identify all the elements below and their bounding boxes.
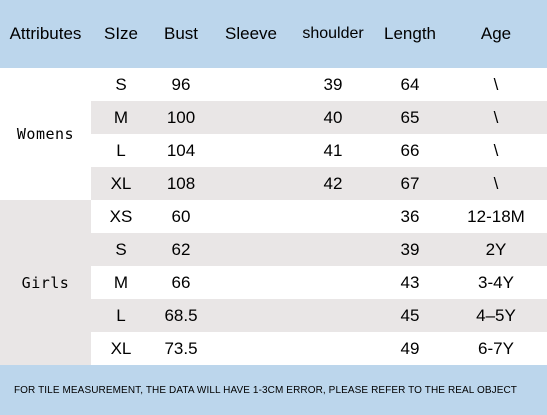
cell-length: 39 <box>400 239 420 259</box>
table-row: S 96 39 64 \ <box>91 68 547 101</box>
cell-length: 49 <box>400 338 420 358</box>
cell-shoulder: 39 <box>323 74 343 94</box>
cell-shoulder: 41 <box>323 140 343 160</box>
cell-shoulder <box>291 266 375 299</box>
cell-bust: 68.5 <box>164 305 198 325</box>
cell-age: 6-7Y <box>478 338 514 358</box>
cell-shoulder <box>291 332 375 365</box>
footer-note: FOR TILE MEASUREMENT, THE DATA WILL HAVE… <box>0 365 547 415</box>
cell-bust: 66 <box>171 272 191 292</box>
cell-age: 3-4Y <box>478 272 514 292</box>
cell-sleeve <box>211 200 291 233</box>
cell-age: \ <box>493 173 499 193</box>
header-bust: Bust <box>163 24 199 43</box>
footer-note-text: FOR TILE MEASUREMENT, THE DATA WILL HAVE… <box>13 384 518 396</box>
cell-age: 4–5Y <box>476 305 516 325</box>
table-row: L 68.5 45 4–5Y <box>91 299 547 332</box>
cell-shoulder: 40 <box>323 107 343 127</box>
cell-age: 12-18M <box>467 206 525 226</box>
header-age: Age <box>480 24 512 43</box>
cell-bust: 100 <box>166 107 196 127</box>
header-shoulder: shoulder <box>302 25 364 42</box>
group-label-womens: Womens <box>16 125 75 143</box>
cell-size: S <box>115 239 127 259</box>
cell-length: 65 <box>400 107 420 127</box>
cell-size: XL <box>110 173 132 193</box>
cell-sleeve <box>211 68 291 101</box>
cell-size: XS <box>109 206 133 226</box>
cell-length: 36 <box>400 206 420 226</box>
cell-bust: 62 <box>171 239 191 259</box>
cell-size: M <box>113 107 129 127</box>
cell-length: 66 <box>400 140 420 160</box>
table-row: M 100 40 65 \ <box>91 101 547 134</box>
cell-age: 2Y <box>485 239 507 259</box>
header-attributes: Attributes <box>9 24 82 43</box>
cell-length: 45 <box>400 305 420 325</box>
group-label-girls: Girls <box>0 200 91 365</box>
cell-length: 67 <box>400 173 420 193</box>
cell-shoulder <box>291 200 375 233</box>
header-length: Length <box>384 24 436 43</box>
cell-length: 64 <box>400 74 420 94</box>
cell-shoulder <box>291 233 375 266</box>
table-row: XL 73.5 49 6-7Y <box>91 332 547 365</box>
cell-bust: 104 <box>166 140 196 160</box>
cell-bust: 96 <box>171 74 191 94</box>
cell-bust: 108 <box>166 173 196 193</box>
table-row: M 66 43 3-4Y <box>91 266 547 299</box>
cell-sleeve <box>211 266 291 299</box>
cell-age: \ <box>493 107 499 127</box>
cell-size: M <box>113 272 129 292</box>
cell-bust: 60 <box>171 206 191 226</box>
table-row: L 104 41 66 \ <box>91 134 547 167</box>
cell-shoulder <box>291 299 375 332</box>
cell-size: S <box>115 74 127 94</box>
cell-sleeve <box>211 167 291 200</box>
cell-age: \ <box>493 140 499 160</box>
cell-length: 43 <box>400 272 420 292</box>
cell-age: \ <box>493 74 499 94</box>
header-size: SIze <box>103 24 139 43</box>
cell-size: L <box>116 305 126 325</box>
table-row: S 62 39 2Y <box>91 233 547 266</box>
cell-sleeve <box>211 101 291 134</box>
cell-sleeve <box>211 299 291 332</box>
cell-sleeve <box>211 332 291 365</box>
cell-shoulder: 42 <box>323 173 343 193</box>
table-body: Womens Girls S 96 39 64 \ M 100 40 65 \ L 104 41 66 \ X… <box>0 68 547 365</box>
cell-bust: 73.5 <box>164 338 198 358</box>
table-row: XS 60 36 12-18M <box>91 200 547 233</box>
header-sleeve: Sleeve <box>225 24 277 43</box>
cell-sleeve <box>211 233 291 266</box>
table-row: XL 108 42 67 \ <box>91 167 547 200</box>
cell-size: XL <box>110 338 132 358</box>
cell-sleeve <box>211 134 291 167</box>
cell-size: L <box>116 140 126 160</box>
table-header: Attributes SIze Bust Sleeve shoulder Len… <box>0 0 547 68</box>
